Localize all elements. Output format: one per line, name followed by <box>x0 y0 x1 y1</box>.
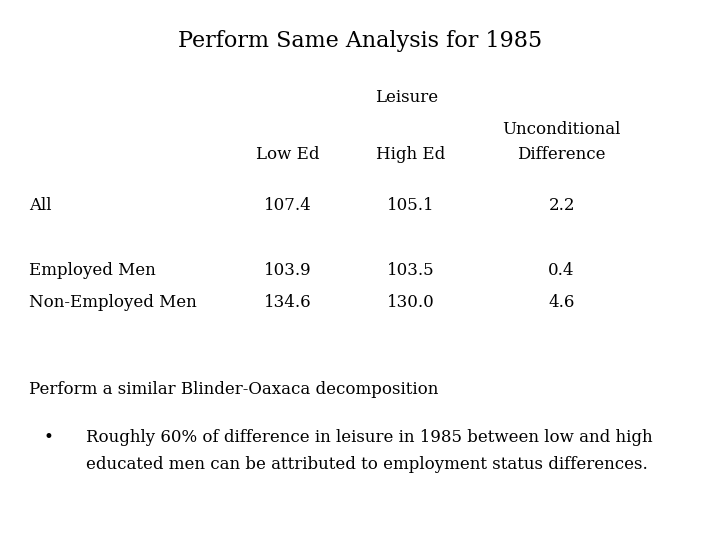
Text: Perform Same Analysis for 1985: Perform Same Analysis for 1985 <box>178 30 542 52</box>
Text: Unconditional: Unconditional <box>503 122 621 138</box>
Text: 4.6: 4.6 <box>549 294 575 311</box>
Text: 2.2: 2.2 <box>549 197 575 214</box>
Text: educated men can be attributed to employment status differences.: educated men can be attributed to employ… <box>86 456 648 473</box>
Text: 103.5: 103.5 <box>387 262 434 279</box>
Text: Non-Employed Men: Non-Employed Men <box>29 294 197 311</box>
Text: Difference: Difference <box>518 146 606 163</box>
Text: 0.4: 0.4 <box>549 262 575 279</box>
Text: 134.6: 134.6 <box>264 294 312 311</box>
Text: Low Ed: Low Ed <box>256 146 320 163</box>
Text: Roughly 60% of difference in leisure in 1985 between low and high: Roughly 60% of difference in leisure in … <box>86 429 653 446</box>
Text: All: All <box>29 197 51 214</box>
Text: 130.0: 130.0 <box>387 294 434 311</box>
Text: Leisure: Leisure <box>375 89 438 106</box>
Text: 105.1: 105.1 <box>387 197 434 214</box>
Text: Employed Men: Employed Men <box>29 262 156 279</box>
Text: 103.9: 103.9 <box>264 262 312 279</box>
Text: •: • <box>43 429 53 446</box>
Text: 107.4: 107.4 <box>264 197 312 214</box>
Text: High Ed: High Ed <box>376 146 445 163</box>
Text: Perform a similar Blinder-Oaxaca decomposition: Perform a similar Blinder-Oaxaca decompo… <box>29 381 438 397</box>
